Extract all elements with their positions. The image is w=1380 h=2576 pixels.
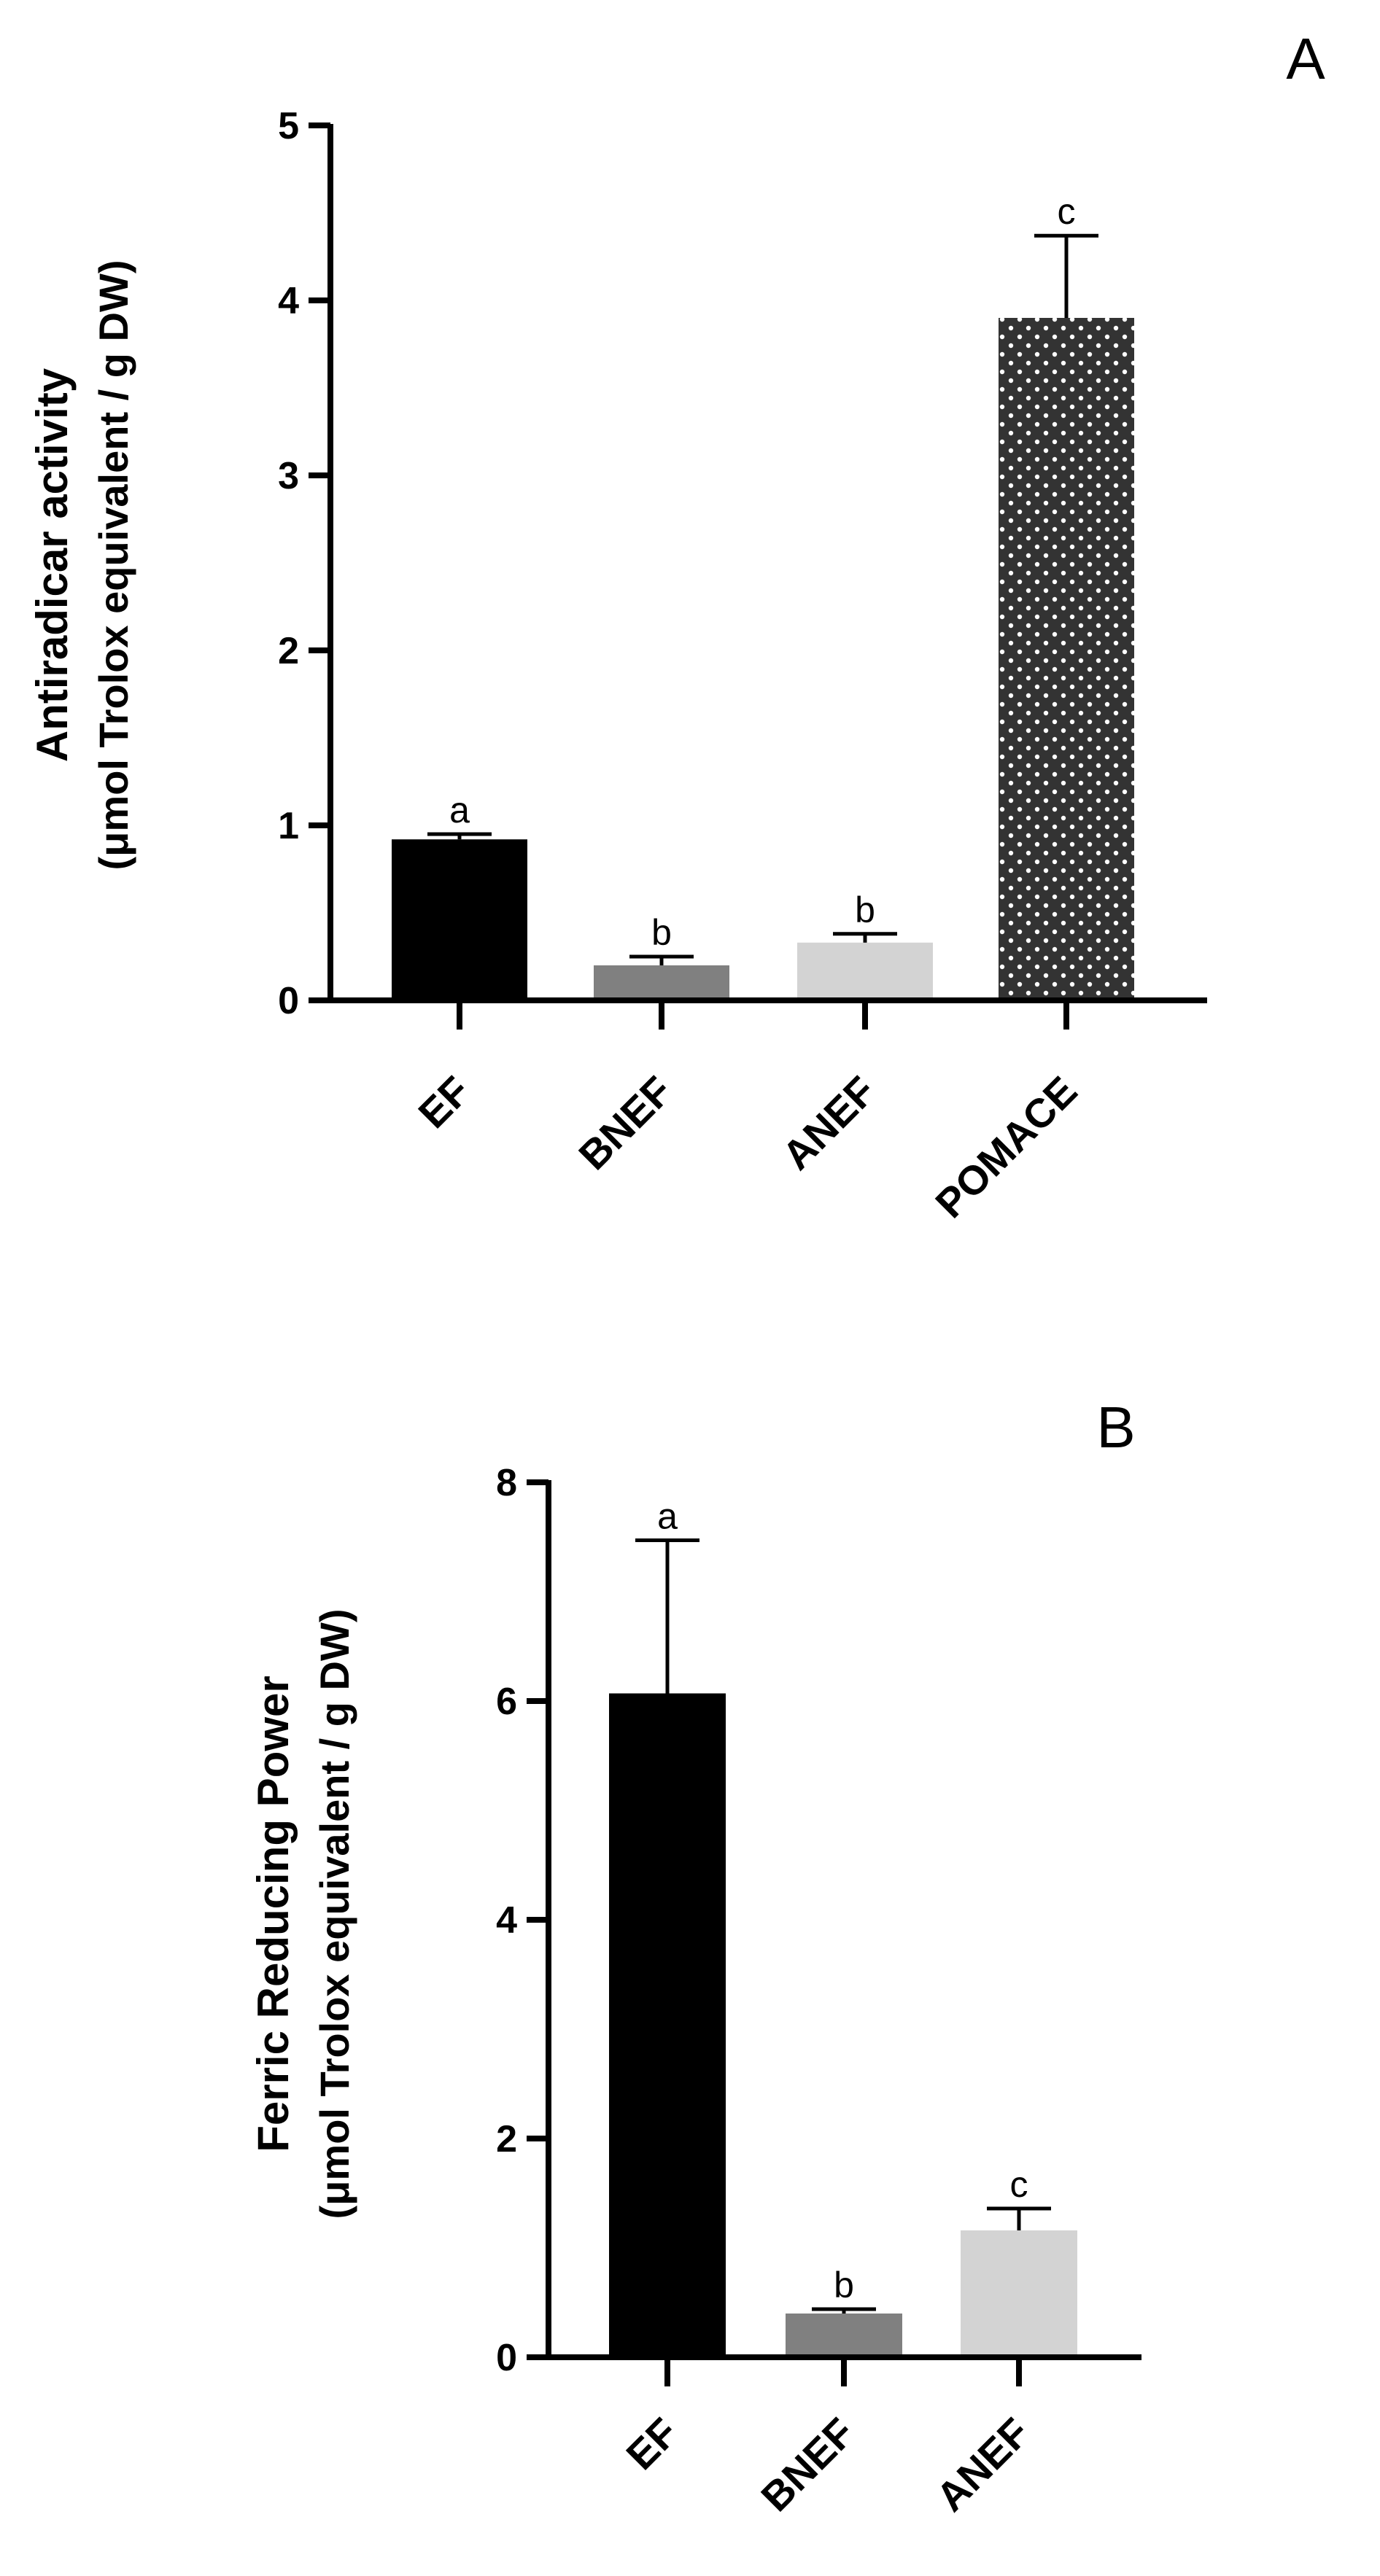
bar-ef — [609, 1693, 726, 2357]
bar-bnef — [786, 2314, 902, 2357]
y-axis-title-a: Antiradicar activity (μmol Trolox equiva… — [28, 260, 136, 871]
x-tick-label: BNEF — [752, 2409, 863, 2520]
significance-letter: a — [449, 790, 470, 830]
y-axis-title-b: Ferric Reducing Power (μmol Trolox equiv… — [249, 1609, 357, 2219]
y-ticks-b: 0 2 4 6 8 — [496, 1462, 548, 2379]
significance-letter: c — [1058, 191, 1076, 232]
panel-label-a: A — [1286, 26, 1325, 91]
bars-b — [609, 1693, 1077, 2357]
error-bars-a — [427, 233, 1098, 965]
significance-letters-b: a b c — [657, 1496, 1028, 2306]
y-tick-label: 4 — [496, 1899, 517, 1942]
bar-pomace — [999, 318, 1134, 1000]
y-tick-label: 0 — [278, 980, 299, 1022]
significance-letter: b — [855, 890, 875, 930]
y-axis-units-a: (μmol Trolox equivalent / g DW) — [90, 260, 136, 871]
y-axis-label-a: Antiradicar activity — [28, 367, 77, 762]
significance-letter: b — [651, 912, 672, 953]
x-tick-label: ANEF — [773, 1067, 884, 1178]
x-tick-label: BNEF — [570, 1067, 681, 1178]
x-tick-label: ANEF — [927, 2409, 1038, 2520]
x-tick-label: EF — [409, 1067, 478, 1137]
y-tick-label: 6 — [496, 1681, 517, 1723]
x-tick-label: EF — [617, 2409, 686, 2478]
panel-label-b: B — [1096, 1395, 1135, 1460]
bar-anef — [797, 942, 933, 1000]
x-ticks-b: EF BNEF ANEF — [617, 2357, 1038, 2520]
y-tick-label: 2 — [496, 2118, 517, 2160]
y-tick-label: 8 — [496, 1462, 517, 1504]
y-tick-label: 5 — [278, 105, 299, 147]
x-ticks-a: EF BNEF ANEF POMACE — [409, 1000, 1085, 1226]
x-tick-label: POMACE — [926, 1067, 1085, 1226]
chart-panel-a: A Antiradicar activity (μmol Trolox equi… — [28, 26, 1325, 1226]
y-tick-label: 4 — [278, 280, 299, 322]
y-tick-label: 3 — [278, 455, 299, 497]
bar-bnef — [594, 965, 729, 1000]
y-tick-label: 1 — [278, 805, 299, 847]
significance-letters-a: a b b c — [449, 191, 1075, 953]
significance-letter: b — [834, 2265, 854, 2305]
y-axis-label-b: Ferric Reducing Power — [249, 1676, 298, 2152]
y-tick-label: 0 — [496, 2337, 517, 2379]
y-ticks-a: 0 1 2 3 4 5 — [278, 105, 330, 1022]
bars-a — [392, 318, 1134, 1000]
significance-letter: a — [657, 1496, 678, 1537]
y-axis-units-b: (μmol Trolox equivalent / g DW) — [311, 1609, 357, 2219]
chart-panel-b: B Ferric Reducing Power (μmol Trolox equ… — [249, 1395, 1141, 2520]
bar-ef — [392, 839, 527, 1000]
significance-letter: c — [1010, 2164, 1028, 2205]
y-tick-label: 2 — [278, 630, 299, 672]
bar-anef — [961, 2230, 1077, 2357]
error-bars-b — [635, 1538, 1051, 2314]
